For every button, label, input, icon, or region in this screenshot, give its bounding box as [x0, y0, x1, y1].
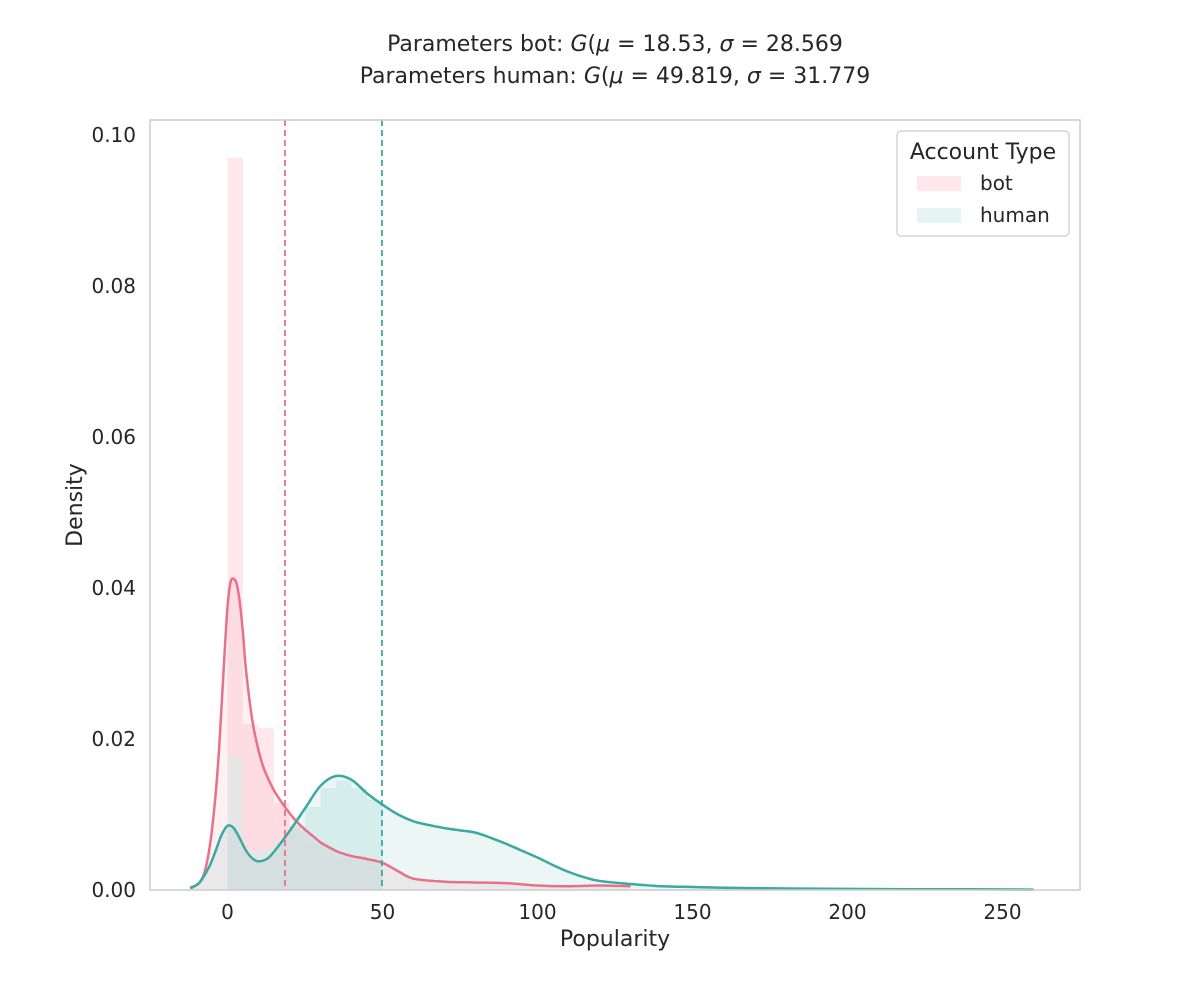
- kde-line-bot: [189, 577, 631, 889]
- x-tick-label: 100: [518, 900, 556, 924]
- hist-bar-human-0: [227, 757, 243, 890]
- title-line-2-part-4: =: [623, 64, 655, 89]
- kde-lines: [189, 577, 1034, 891]
- x-tick-label: 250: [983, 900, 1021, 924]
- x-tick-label: 200: [828, 900, 866, 924]
- title-line-1-part-7: σ: [720, 32, 735, 57]
- title-line-2-part-7: σ: [747, 64, 762, 89]
- title-line-2-part-2: (: [601, 64, 610, 89]
- legend-entry-bot: bot: [980, 171, 1013, 195]
- y-tick-label: 0.02: [91, 727, 136, 751]
- title-line-2-part-6: ,: [733, 64, 747, 89]
- y-tick-label: 0.06: [91, 425, 136, 449]
- title-line-1-part-2: (: [588, 32, 597, 57]
- title-line-1-part-4: =: [610, 32, 642, 57]
- title-line-2-part-8: =: [761, 64, 793, 89]
- hist-bar-human-4: [289, 825, 305, 890]
- x-tick-label: 50: [370, 900, 395, 924]
- mean-lines: [284, 120, 383, 890]
- hist-bar-human-2: [258, 848, 274, 890]
- title-line-1-part-8: =: [733, 32, 765, 57]
- legend-title: Account Type: [910, 140, 1056, 165]
- kde-line-human: [189, 774, 1034, 891]
- y-tick-label: 0.00: [91, 878, 136, 902]
- kde-area-bot: [190, 578, 631, 890]
- kde-areas: [190, 578, 1034, 890]
- title-line-1-part-6: ,: [706, 32, 720, 57]
- legend: Account Type bot human: [896, 130, 1070, 237]
- hist-bar-bot-1: [243, 723, 259, 890]
- title-line-1-part-3: μ: [595, 32, 610, 57]
- x-tick-label: 0: [221, 900, 234, 924]
- x-axis-ticks: 0 50 100 150 200 250: [221, 900, 1021, 924]
- title-line-2: Parameters human: G(μ = 49.819, σ = 31.7…: [360, 64, 870, 89]
- y-axis-ticks: 0.00 0.02 0.04 0.06 0.08 0.10: [91, 123, 136, 902]
- title-line-1-part-9: 28.569: [766, 32, 843, 57]
- hist-bar-bot-0: [227, 157, 243, 890]
- hist-bar-human-8: [351, 788, 367, 890]
- hist-bar-human-6: [320, 788, 336, 890]
- y-axis-label: Density: [63, 463, 88, 547]
- legend-swatch-bot: [917, 176, 961, 191]
- title-line-2-part-1: G: [584, 64, 601, 89]
- hist-bar-human-5: [305, 806, 321, 890]
- x-axis-label: Popularity: [560, 927, 670, 952]
- plot-frame: [149, 119, 1081, 891]
- x-tick-label: 150: [673, 900, 711, 924]
- histogram-bars: [227, 157, 383, 890]
- title-line-1-part-0: Parameters bot:: [387, 32, 570, 57]
- legend-swatch-human: [917, 208, 961, 223]
- title-line-2-part-9: 31.779: [793, 64, 870, 89]
- hist-bar-human-1: [243, 852, 259, 890]
- title-line-2-part-3: μ: [608, 64, 623, 89]
- chart-title: Parameters bot: G(μ = 18.53, σ = 28.569P…: [360, 32, 870, 89]
- y-tick-label: 0.04: [91, 576, 136, 600]
- title-line-1-part-5: 18.53: [643, 32, 706, 57]
- title-line-2-part-5: 49.819: [656, 64, 733, 89]
- legend-entry-human: human: [980, 203, 1050, 227]
- title-line-1: Parameters bot: G(μ = 18.53, σ = 28.569: [387, 32, 843, 57]
- title-line-1-part-1: G: [570, 32, 587, 57]
- title-line-2-part-0: Parameters human:: [360, 64, 584, 89]
- hist-bar-human-9: [367, 799, 383, 890]
- hist-bar-human-7: [336, 780, 352, 890]
- y-tick-label: 0.10: [91, 123, 136, 147]
- y-tick-label: 0.08: [91, 274, 136, 298]
- kde-area-human: [190, 775, 1034, 890]
